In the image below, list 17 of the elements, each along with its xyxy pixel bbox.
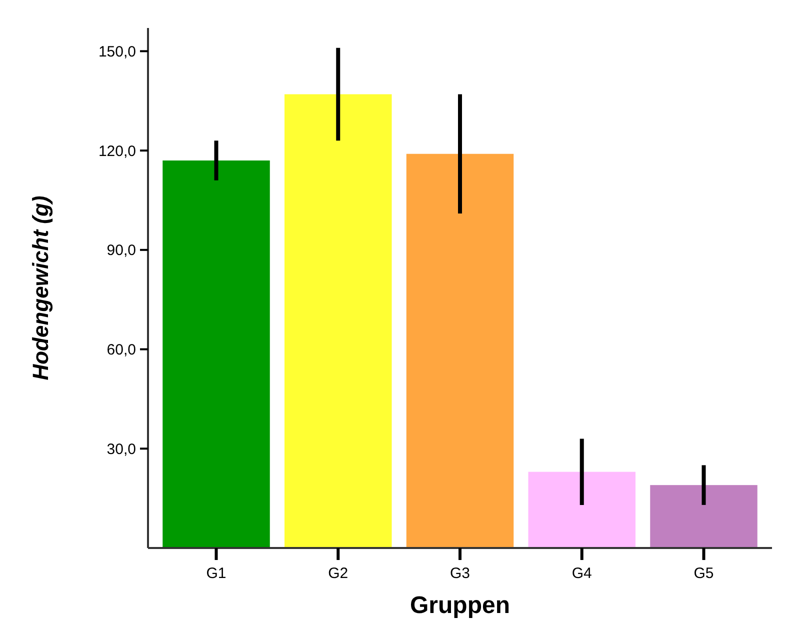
- bar: [650, 485, 758, 548]
- y-tick-label: 150,0: [98, 43, 136, 60]
- y-tick-label: 120,0: [98, 142, 136, 160]
- bar: [162, 160, 270, 548]
- y-axis-title: Hodengewicht (g): [28, 196, 53, 380]
- bar: [406, 154, 514, 548]
- bar: [528, 472, 636, 548]
- x-tick-label: G2: [328, 565, 348, 582]
- x-tick-label: G4: [572, 565, 592, 582]
- x-tick-label: G1: [206, 565, 226, 582]
- x-axis-title: Gruppen: [410, 592, 510, 619]
- y-tick-label: 30,0: [106, 440, 136, 458]
- x-tick-label: G5: [694, 565, 714, 582]
- y-tick-label: 90,0: [106, 242, 136, 260]
- y-tick-label: 60,0: [106, 342, 136, 359]
- x-tick-label: G3: [450, 565, 470, 582]
- bar: [284, 94, 392, 548]
